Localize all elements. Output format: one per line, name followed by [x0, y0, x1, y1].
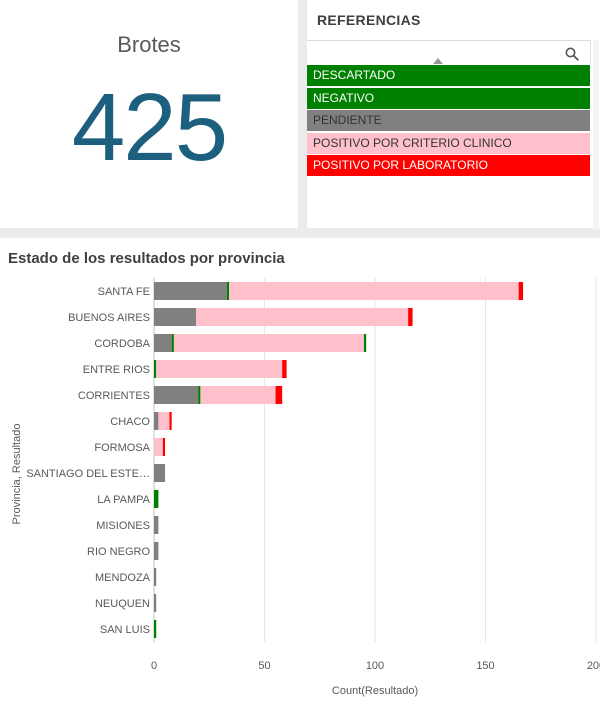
bar-segment[interactable]: [275, 386, 283, 404]
category-label: FORMOSA: [94, 442, 150, 454]
referencias-scrollbar[interactable]: [593, 40, 599, 230]
chart-card: Estado de los resultados por provincia 0…: [0, 238, 600, 702]
bar-segment[interactable]: [154, 360, 157, 378]
bar-segment[interactable]: [154, 542, 159, 560]
chart-title: Estado de los resultados por provincia: [8, 250, 285, 267]
bar-segment[interactable]: [408, 308, 413, 326]
category-label: NEUQUEN: [95, 598, 150, 610]
bar-segment[interactable]: [154, 490, 159, 508]
category-label: MISIONES: [96, 520, 150, 532]
bar-segment[interactable]: [154, 282, 227, 300]
bar-segment[interactable]: [171, 334, 174, 352]
bar-segment[interactable]: [363, 334, 367, 352]
x-tick-label: 150: [476, 660, 494, 672]
bar-segment[interactable]: [154, 620, 157, 638]
referencias-item[interactable]: PENDIENTE: [307, 110, 590, 131]
referencias-panel: REFERENCIAS DESCARTADO NEGATIVO PENDIENTE P…: [307, 0, 600, 230]
bar-segment[interactable]: [154, 516, 159, 534]
x-axis-title: Count(Resultado): [332, 685, 418, 697]
bar-segment[interactable]: [154, 464, 166, 482]
bar-segment[interactable]: [169, 412, 172, 430]
bar-segment[interactable]: [154, 412, 159, 430]
category-label: ENTRE RIOS: [83, 364, 150, 376]
bar-segment[interactable]: [154, 308, 196, 326]
collapse-caret-icon[interactable]: [433, 58, 443, 64]
category-label: BUENOS AIRES: [68, 312, 150, 324]
x-tick-label: 0: [151, 660, 157, 672]
category-label: CORRIENTES: [78, 390, 150, 402]
category-label: SANTIAGO DEL ESTE…: [26, 468, 150, 480]
bar-segment[interactable]: [154, 386, 199, 404]
kpi-value: 425: [71, 74, 228, 181]
referencias-item[interactable]: DESCARTADO: [307, 65, 590, 86]
bar-segment[interactable]: [158, 412, 170, 430]
bar-segment[interactable]: [226, 282, 230, 300]
bar-segment[interactable]: [154, 438, 163, 456]
bar-segment[interactable]: [162, 438, 166, 456]
referencias-title: REFERENCIAS: [317, 12, 421, 28]
category-label: SAN LUIS: [100, 624, 150, 636]
bar-segment[interactable]: [156, 360, 283, 378]
kpi-label: Brotes: [117, 32, 181, 57]
bar-segment[interactable]: [200, 386, 276, 404]
bar-segment[interactable]: [195, 308, 409, 326]
x-tick-label: 100: [366, 660, 384, 672]
referencias-item[interactable]: POSITIVO POR LABORATORIO: [307, 155, 590, 176]
bar-segment[interactable]: [229, 282, 519, 300]
bar-segment[interactable]: [154, 334, 172, 352]
bar-segment[interactable]: [282, 360, 287, 378]
referencias-item[interactable]: POSITIVO POR CRITERIO CLINICO: [307, 132, 590, 154]
x-tick-label: 200: [587, 660, 600, 672]
bar-segment[interactable]: [173, 334, 364, 352]
bar-segment[interactable]: [154, 594, 157, 612]
category-label: MENDOZA: [95, 572, 151, 584]
bar-chart: 0 50 100 150 200 SANTA FE BUENOS AIRES CORDOBA E…: [11, 278, 600, 697]
search-icon[interactable]: [565, 47, 579, 61]
bar-segment[interactable]: [154, 568, 157, 586]
category-label: CHACO: [110, 416, 150, 428]
referencias-search-bar[interactable]: [307, 40, 591, 64]
bar-segment[interactable]: [518, 282, 524, 300]
referencias-item[interactable]: NEGATIVO: [307, 87, 590, 109]
category-label: LA PAMPA: [97, 494, 150, 506]
kpi-card[interactable]: Brotes 425: [0, 0, 298, 228]
category-label: RIO NEGRO: [87, 546, 150, 558]
category-label: SANTA FE: [98, 286, 150, 298]
referencias-list: DESCARTADO NEGATIVO PENDIENTE POSITIVO POR …: [307, 65, 590, 178]
x-tick-label: 50: [258, 660, 270, 672]
bar-segment[interactable]: [198, 386, 201, 404]
category-label: CORDOBA: [94, 338, 150, 350]
y-axis-title: Provincia, Resultado: [11, 424, 23, 525]
